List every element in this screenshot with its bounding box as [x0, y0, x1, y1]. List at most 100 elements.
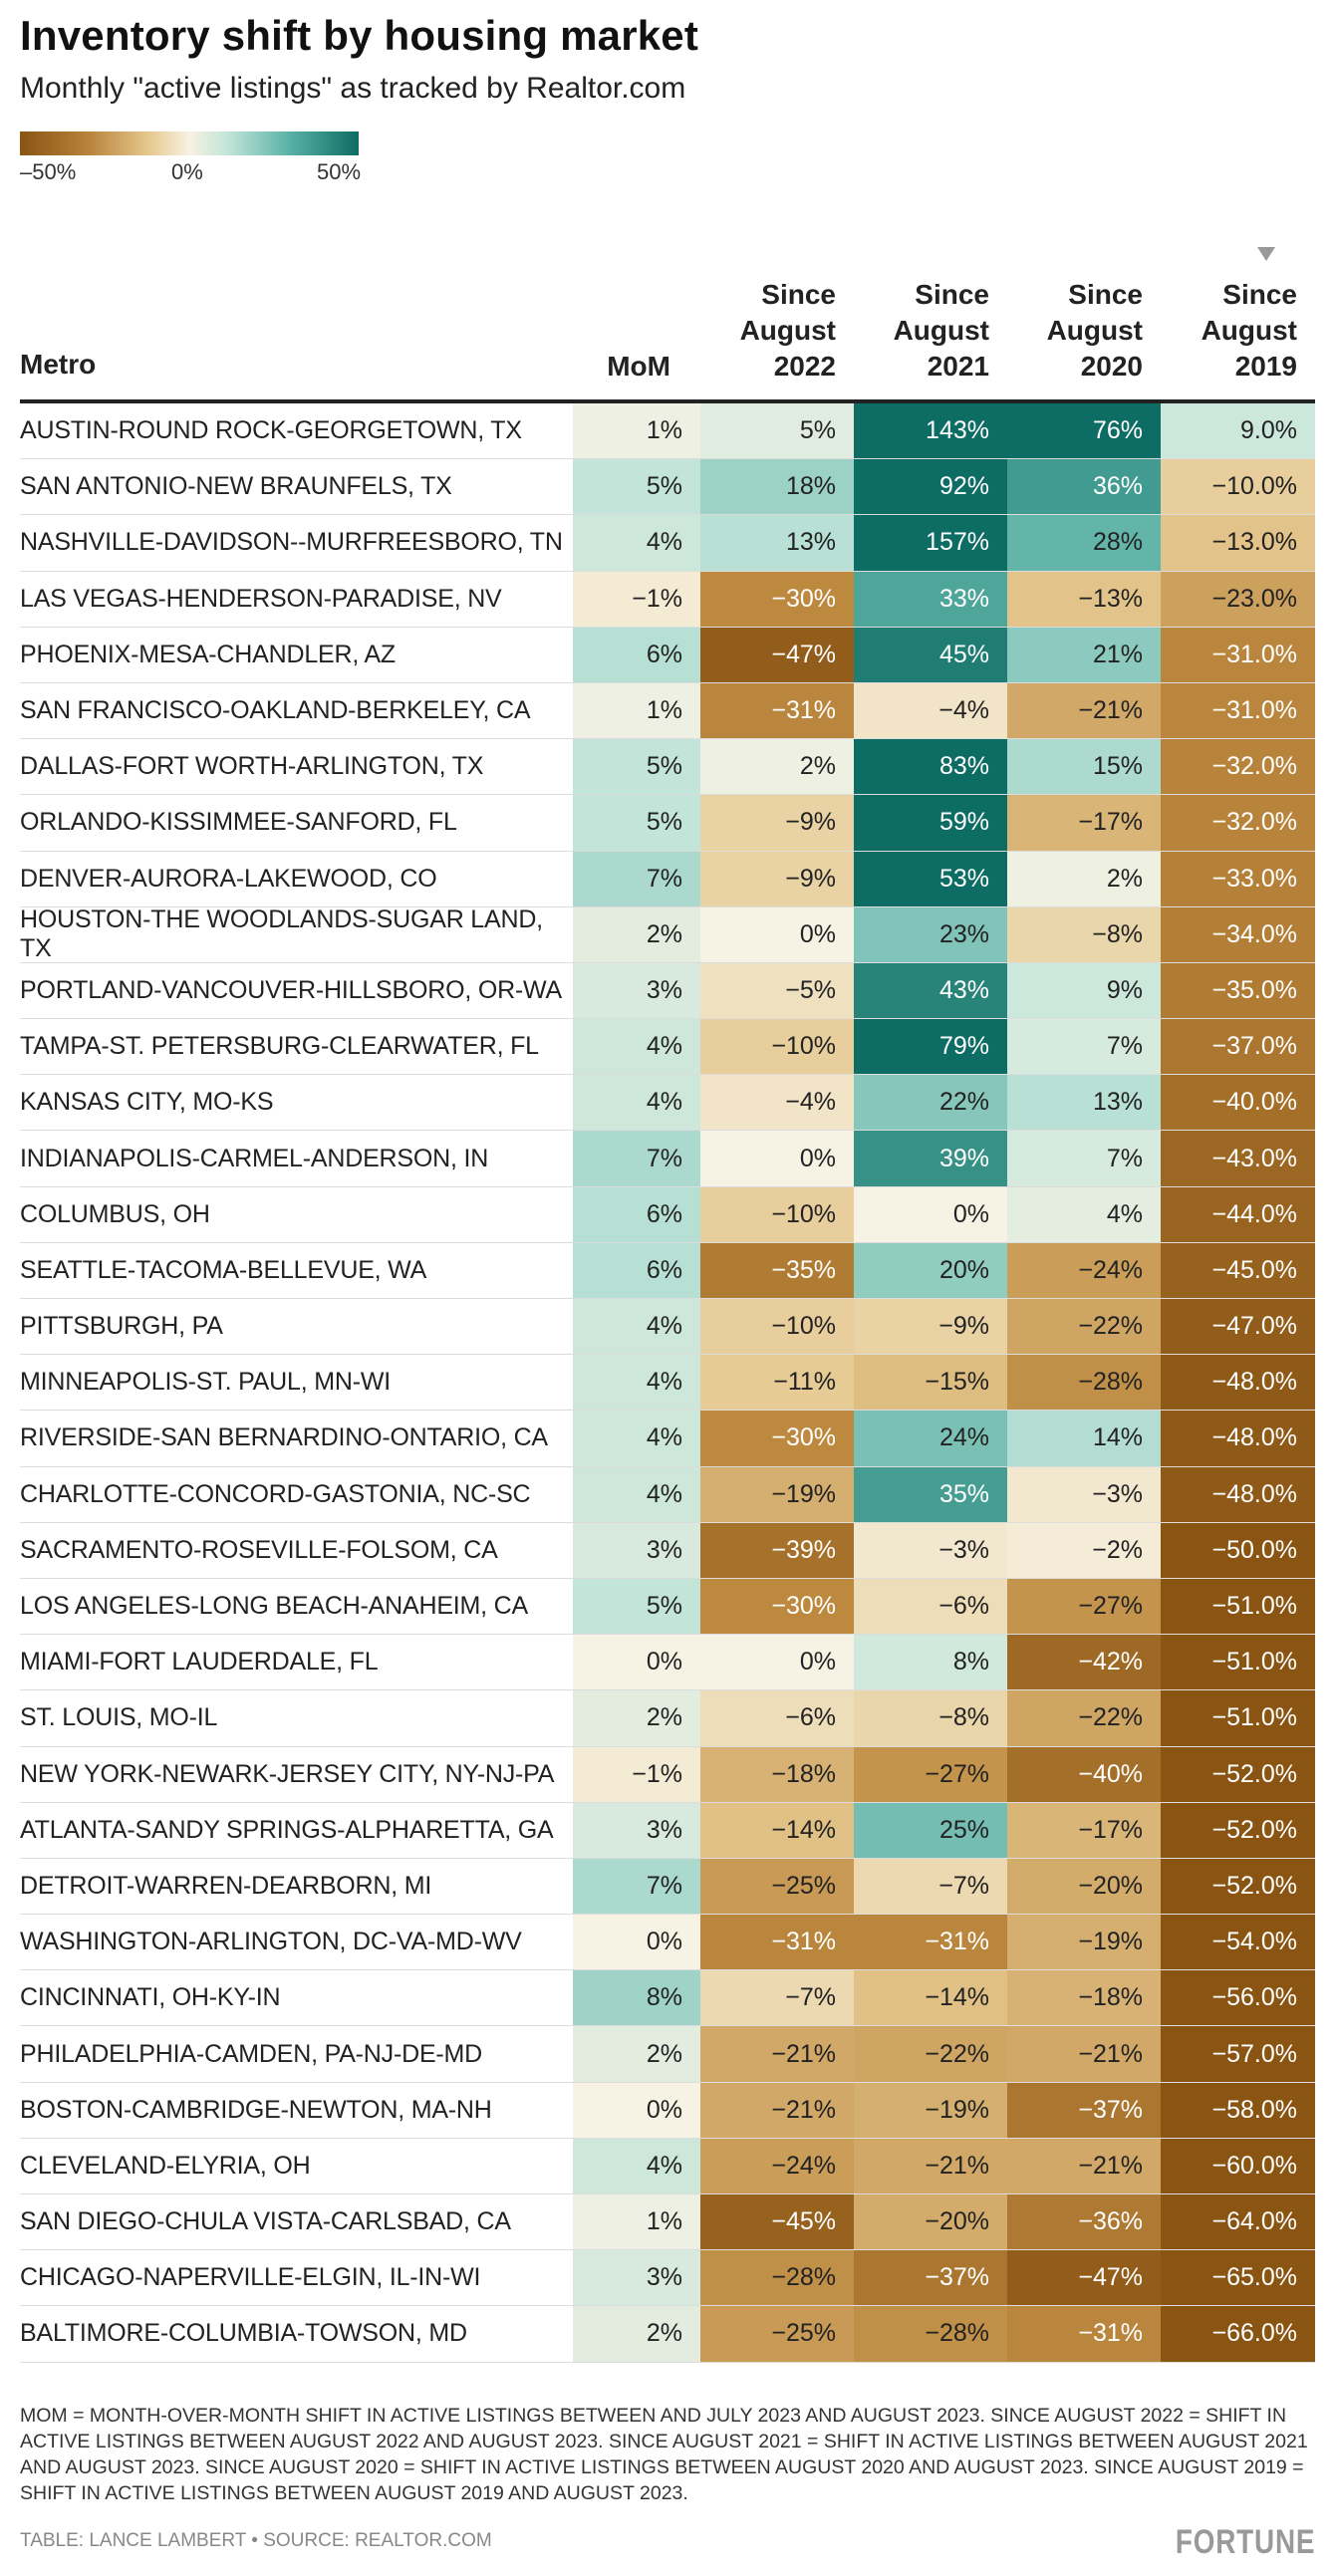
- cell-since-2019: −10.0%: [1161, 459, 1315, 515]
- table-row: CINCINNATI, OH-KY-IN 8% −7% −14% −18% −56.0%: [20, 1970, 1315, 2027]
- metro-name: NASHVILLE-DAVIDSON--MURFREESBORO, TN: [20, 528, 563, 557]
- cell-mom: 6%: [573, 1186, 700, 1242]
- column-header-mom[interactable]: MoM: [607, 351, 670, 382]
- cell-since-2022: −30%: [700, 1411, 854, 1466]
- cell-since-2020: 13%: [1007, 1075, 1161, 1131]
- metro-name: DALLAS-FORT WORTH-ARLINGTON, TX: [20, 752, 484, 781]
- cell-mom: 7%: [573, 1858, 700, 1915]
- header-line: 2022: [773, 351, 836, 382]
- metro-name: NEW YORK-NEWARK-JERSEY CITY, NY-NJ-PA: [20, 1759, 555, 1788]
- metro-name: AUSTIN-ROUND ROCK-GEORGETOWN, TX: [20, 416, 522, 445]
- cell-mom: −1%: [573, 1746, 700, 1802]
- cell-since-2020: −28%: [1007, 1355, 1161, 1411]
- table-row: LAS VEGAS-HENDERSON-PARADISE, NV −1% −30% 3…: [20, 571, 1315, 628]
- cell-since-2021: −3%: [854, 1522, 1007, 1578]
- metro-name: MINNEAPOLIS-ST. PAUL, MN-WI: [20, 1368, 391, 1397]
- cell-since-2019: −13.0%: [1161, 515, 1315, 571]
- cell-since-2021: 25%: [854, 1802, 1007, 1858]
- table-row: SAN FRANCISCO-OAKLAND-BERKELEY, CA 1% −31%…: [20, 682, 1315, 740]
- cell-since-2022: −21%: [700, 2082, 854, 2138]
- header-line: Since: [1222, 279, 1297, 310]
- cell-since-2021: −7%: [854, 1858, 1007, 1915]
- cell-mom: 5%: [573, 459, 700, 515]
- cell-since-2019: −32.0%: [1161, 739, 1315, 795]
- cell-since-2022: −30%: [700, 1578, 854, 1635]
- cell-since-2022: −45%: [700, 2194, 854, 2250]
- cell-since-2020: 7%: [1007, 1019, 1161, 1075]
- cell-since-2020: −13%: [1007, 571, 1161, 627]
- cell-since-2019: −44.0%: [1161, 1186, 1315, 1242]
- cell-since-2019: −64.0%: [1161, 2194, 1315, 2250]
- header-line: 2019: [1234, 351, 1297, 382]
- cell-since-2022: 0%: [700, 1131, 854, 1186]
- cell-since-2022: −10%: [700, 1019, 854, 1075]
- cell-since-2020: 4%: [1007, 1186, 1161, 1242]
- cell-since-2022: −47%: [700, 627, 854, 682]
- metro-name: ATLANTA-SANDY SPRINGS-ALPHARETTA, GA: [20, 1815, 554, 1844]
- table-row: ORLANDO-KISSIMMEE-SANFORD, FL 5% −9% 59% −17…: [20, 795, 1315, 852]
- table-row: PITTSBURGH, PA 4% −10% −9% −22% −47.0%: [20, 1299, 1315, 1356]
- cell-since-2020: −31%: [1007, 2306, 1161, 2362]
- metro-name: PITTSBURGH, PA: [20, 1312, 223, 1341]
- cell-since-2019: −60.0%: [1161, 2138, 1315, 2193]
- header-line: August: [893, 315, 989, 346]
- table-row: CLEVELAND-ELYRIA, OH 4% −24% −21% −21% −60.0%: [20, 2138, 1315, 2194]
- metro-name: SACRAMENTO-ROSEVILLE-FOLSOM, CA: [20, 1535, 498, 1564]
- cell-since-2020: −18%: [1007, 1970, 1161, 2026]
- cell-since-2019: −56.0%: [1161, 1970, 1315, 2026]
- cell-since-2020: −22%: [1007, 1690, 1161, 1746]
- column-header-since-2021[interactable]: Since August 2021: [854, 277, 989, 385]
- column-header-since-2022[interactable]: Since August 2022: [700, 277, 836, 385]
- metro-name: TAMPA-ST. PETERSBURG-CLEARWATER, FL: [20, 1032, 539, 1061]
- chart-subtitle: Monthly "active listings" as tracked by …: [20, 72, 686, 105]
- column-header-metro[interactable]: Metro: [20, 349, 97, 380]
- table-row: SACRAMENTO-ROSEVILLE-FOLSOM, CA 3% −39% −3%…: [20, 1522, 1315, 1579]
- metro-name: SAN ANTONIO-NEW BRAUNFELS, TX: [20, 472, 452, 501]
- header-line: Since: [915, 279, 989, 310]
- cell-since-2020: −21%: [1007, 682, 1161, 739]
- color-legend-bar: [20, 131, 359, 155]
- cell-since-2019: −40.0%: [1161, 1075, 1315, 1131]
- metro-name: LOS ANGELES-LONG BEACH-ANAHEIM, CA: [20, 1592, 528, 1621]
- cell-since-2019: −48.0%: [1161, 1466, 1315, 1522]
- table-row: PORTLAND-VANCOUVER-HILLSBORO, OR-WA 3% −5%…: [20, 962, 1315, 1020]
- cell-since-2021: 35%: [854, 1466, 1007, 1522]
- cell-since-2021: 43%: [854, 962, 1007, 1019]
- cell-since-2020: −17%: [1007, 795, 1161, 851]
- cell-since-2020: −2%: [1007, 1522, 1161, 1578]
- cell-since-2020: −22%: [1007, 1299, 1161, 1355]
- table-row: PHOENIX-MESA-CHANDLER, AZ 6% −47% 45% 21% −31…: [20, 627, 1315, 683]
- cell-since-2021: −27%: [854, 1746, 1007, 1802]
- cell-mom: 2%: [573, 1690, 700, 1746]
- cell-mom: 0%: [573, 1915, 700, 1970]
- cell-since-2021: −9%: [854, 1299, 1007, 1355]
- cell-since-2022: −19%: [700, 1466, 854, 1522]
- metro-name: CHARLOTTE-CONCORD-GASTONIA, NC-SC: [20, 1479, 531, 1508]
- cell-since-2020: −19%: [1007, 1915, 1161, 1970]
- cell-since-2020: −21%: [1007, 2138, 1161, 2193]
- cell-since-2019: 9.0%: [1161, 403, 1315, 459]
- cell-since-2022: −30%: [700, 571, 854, 627]
- metro-name: ST. LOUIS, MO-IL: [20, 1703, 218, 1732]
- table-row: CHARLOTTE-CONCORD-GASTONIA, NC-SC 4% −19% 3…: [20, 1466, 1315, 1523]
- table-row: HOUSTON-THE WOODLANDS-SUGAR LAND, TX 2% 0%…: [20, 905, 1315, 963]
- cell-since-2019: −50.0%: [1161, 1522, 1315, 1578]
- cell-since-2021: 92%: [854, 459, 1007, 515]
- column-header-since-2019[interactable]: Since August 2019: [1161, 277, 1297, 385]
- metro-name: PHOENIX-MESA-CHANDLER, AZ: [20, 640, 397, 668]
- header-line: 2020: [1080, 351, 1143, 382]
- column-header-since-2020[interactable]: Since August 2020: [1007, 277, 1143, 385]
- cell-since-2019: −37.0%: [1161, 1019, 1315, 1075]
- header-line: Since: [761, 279, 836, 310]
- cell-mom: 4%: [573, 1299, 700, 1355]
- cell-since-2022: −11%: [700, 1355, 854, 1411]
- table-row: DENVER-AURORA-LAKEWOOD, CO 7% −9% 53% 2% −33.…: [20, 851, 1315, 907]
- table-row: MIAMI-FORT LAUDERDALE, FL 0% 0% 8% −42% −51.0…: [20, 1635, 1315, 1691]
- cell-since-2020: −24%: [1007, 1242, 1161, 1298]
- cell-mom: 4%: [573, 1411, 700, 1466]
- cell-since-2020: 15%: [1007, 739, 1161, 795]
- sort-indicator-icon[interactable]: [1257, 247, 1275, 261]
- cell-mom: 1%: [573, 403, 700, 459]
- metro-name: BOSTON-CAMBRIDGE-NEWTON, MA-NH: [20, 2095, 492, 2124]
